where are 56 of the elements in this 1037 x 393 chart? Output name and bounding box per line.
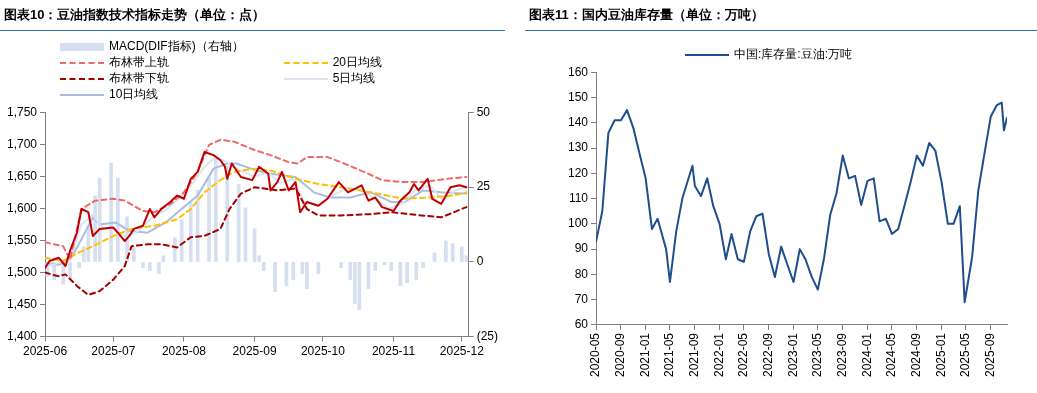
y2-tick-label: (25) xyxy=(476,328,498,343)
x-tick-label: 2020-09 xyxy=(613,332,628,378)
x-tick-label: 2025-10 xyxy=(300,344,346,359)
y-tick-label: 1,500 xyxy=(7,264,38,279)
chart-title: 图表10：豆油指数技术指标走势（单位：点） xyxy=(0,0,505,31)
x-tick-label: 2022-01 xyxy=(711,332,726,378)
y2-tick-label: 25 xyxy=(476,179,491,194)
y2-tick-label: 50 xyxy=(476,104,491,119)
legend-label: 中国:库存量:豆油:万吨 xyxy=(734,46,853,63)
x-tick-label: 2021-01 xyxy=(637,332,652,378)
chart-title: 图表11：国内豆油库存量（单位：万吨） xyxy=(525,0,1037,31)
y-tick-label: 1,600 xyxy=(7,200,38,215)
x-tick-label: 2024-09 xyxy=(909,332,924,378)
y-tick-label: 60 xyxy=(574,317,589,332)
legend-label: 20日均线 xyxy=(332,54,383,71)
x-tick-label: 2023-05 xyxy=(810,332,825,378)
x-tick-label: 2025-11 xyxy=(371,344,416,359)
x-tick-label: 2025-12 xyxy=(439,344,485,359)
legend-label: 10日均线 xyxy=(109,86,159,103)
x-tick-label: 2021-05 xyxy=(662,332,677,378)
y-tick-label: 1,700 xyxy=(7,136,38,151)
x-tick-label: 2023-09 xyxy=(835,332,850,378)
y-tick-label: 130 xyxy=(567,140,589,155)
x-tick-label: 2024-01 xyxy=(859,332,874,378)
y-tick-label: 1,750 xyxy=(7,104,38,119)
legend-label: 5日均线 xyxy=(332,70,376,87)
y2-tick-label: 0 xyxy=(476,254,484,269)
y-tick-label: 1,550 xyxy=(7,232,38,247)
y-tick-label: 90 xyxy=(574,241,589,256)
legend-label: MACD(DIF指标)（右轴） xyxy=(109,38,244,55)
x-tick-label: 2021-09 xyxy=(687,332,702,378)
x-tick-label: 2023-01 xyxy=(785,332,800,378)
y-tick-label: 1,450 xyxy=(7,296,38,311)
x-tick-label: 2020-05 xyxy=(588,332,603,378)
x-tick-label: 2025-09 xyxy=(232,344,277,359)
legend-label: 布林带上轨 xyxy=(109,54,169,71)
y-tick-label: 160 xyxy=(567,64,589,79)
y-tick-label: 120 xyxy=(567,165,589,180)
y-tick-label: 140 xyxy=(567,115,589,130)
y-tick-label: 150 xyxy=(567,89,589,104)
x-tick-label: 2025-06 xyxy=(23,344,68,359)
y-tick-label: 1,400 xyxy=(7,328,38,343)
y-tick-label: 110 xyxy=(568,190,589,205)
x-tick-label: 2025-05 xyxy=(958,332,973,378)
legend-label: 布林带下轨 xyxy=(109,70,169,87)
x-tick-label: 2022-05 xyxy=(736,332,751,378)
x-tick-label: 2025-01 xyxy=(933,332,948,378)
y-tick-label: 70 xyxy=(574,292,589,306)
y-tick-label: 100 xyxy=(567,216,589,231)
y-tick-label: 80 xyxy=(574,266,589,281)
x-tick-label: 2025-08 xyxy=(161,344,207,359)
x-tick-label: 2022-09 xyxy=(761,332,776,378)
y-tick-label: 1,650 xyxy=(7,168,38,183)
x-tick-label: 2024-05 xyxy=(884,332,899,378)
x-tick-label: 2025-09 xyxy=(983,332,998,378)
x-tick-label: 2025-07 xyxy=(91,344,136,359)
